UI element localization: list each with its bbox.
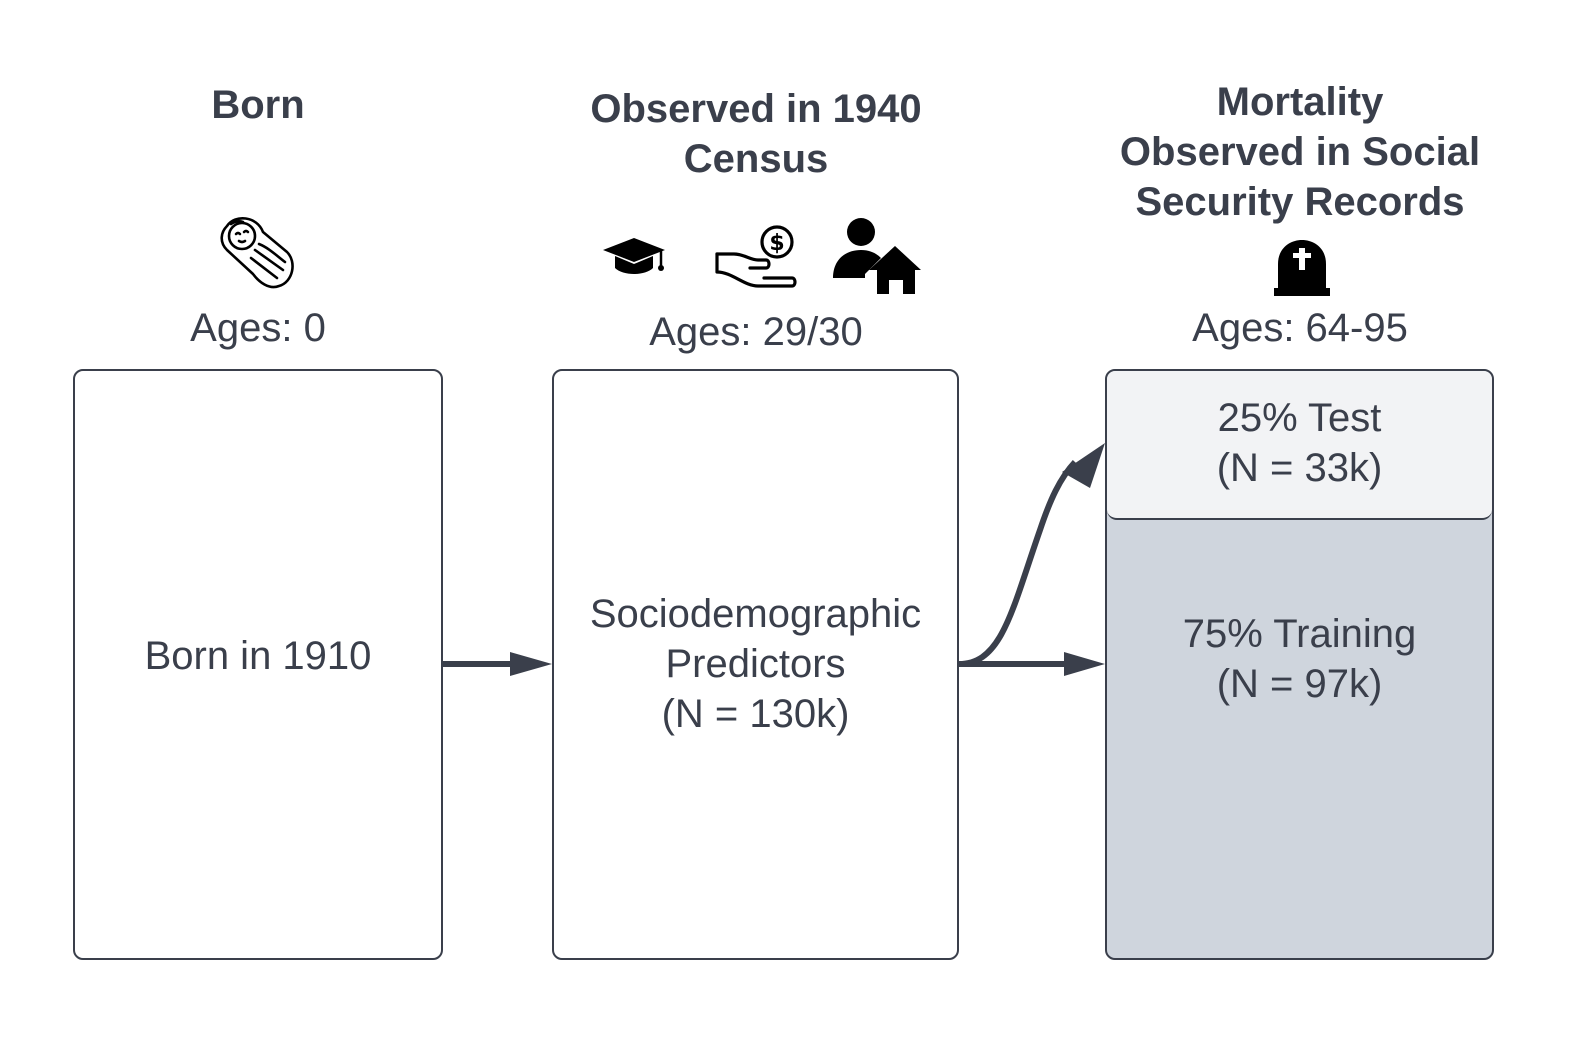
training-split-line2: (N = 97k) — [1216, 662, 1383, 706]
baby-icon — [220, 217, 294, 289]
census-ages: Ages: 29/30 — [649, 310, 863, 354]
training-split-line1: 75% Training — [1182, 612, 1417, 656]
born-box: Born in 1910 — [73, 369, 443, 960]
born-box-text: Born in 1910 — [144, 634, 372, 678]
test-split-box: 25% Test (N = 33k) — [1107, 371, 1492, 520]
born-ages: Ages: 0 — [190, 306, 326, 350]
mortality-ages: Ages: 64-95 — [1192, 306, 1408, 350]
test-split-line2: (N = 33k) — [1216, 446, 1383, 490]
mortality-box: 25% Test (N = 33k) 75% Training (N = 97k… — [1105, 369, 1494, 960]
hand-money-icon: $ — [715, 225, 797, 288]
census-title-line2: Census — [683, 137, 829, 181]
born-title: Born — [211, 83, 305, 127]
svg-text:$: $ — [769, 231, 784, 256]
census-box-text: Sociodemographic Predictors (N = 130k) — [554, 589, 957, 739]
mortality-title-line2: Observed in Social — [1119, 130, 1481, 174]
training-split-text: 75% Training (N = 97k) — [1107, 609, 1492, 709]
tombstone-icon — [1274, 240, 1330, 296]
census-box-line2: Predictors — [665, 642, 846, 686]
arrow-census-to-training — [959, 652, 1105, 676]
arrow-born-to-census — [443, 652, 552, 676]
census-title-line1: Observed in 1940 — [590, 87, 922, 131]
census-title: Observed in 1940 Census — [560, 84, 952, 184]
test-split-line1: 25% Test — [1217, 396, 1382, 440]
person-house-icon — [833, 218, 921, 294]
graduation-cap-icon — [603, 238, 665, 274]
arrow-census-to-test — [958, 443, 1105, 667]
census-box-line3: (N = 130k) — [661, 692, 850, 736]
mortality-title-line1: Mortality — [1216, 80, 1384, 124]
census-box: Sociodemographic Predictors (N = 130k) — [552, 369, 959, 960]
mortality-title-line3: Security Records — [1135, 180, 1465, 224]
test-split-text: 25% Test (N = 33k) — [1107, 393, 1492, 493]
census-box-line1: Sociodemographic — [589, 592, 922, 636]
mortality-title: Mortality Observed in Social Security Re… — [1090, 77, 1510, 227]
